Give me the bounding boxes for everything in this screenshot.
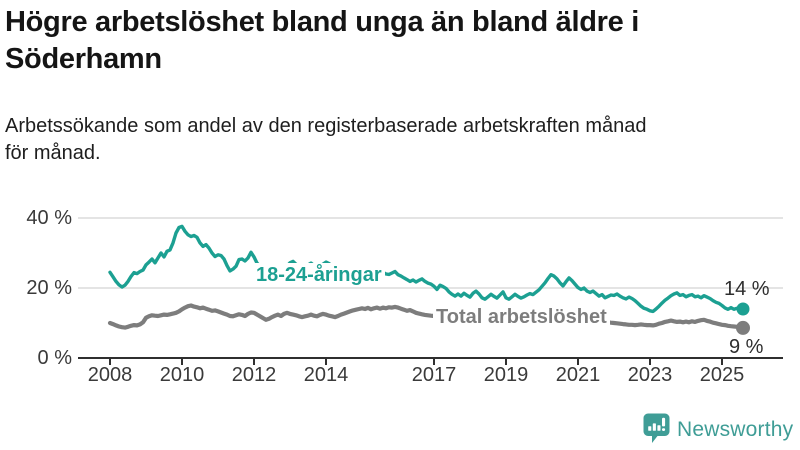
page-subtitle: Arbetssökande som andel av den registerb… [5, 115, 647, 164]
x-tick-label: 2025 [700, 364, 745, 386]
page-title: Högre arbetslöshet bland unga än bland ä… [5, 6, 639, 75]
end-value-label-youth: 14 % [724, 278, 770, 300]
newsworthy-logo: Newsworthy [643, 413, 793, 446]
x-tick-label: 2012 [232, 364, 277, 386]
series-line-1 [107, 303, 746, 330]
series-label-youth: 18-24-åringar [253, 263, 385, 287]
y-axis-label-20: 20 % [26, 277, 72, 299]
series-label-total: Total arbetslöshet [433, 305, 610, 329]
newsworthy-logo-icon [643, 413, 670, 443]
x-tick-label: 2017 [412, 364, 457, 386]
series-line-0 [108, 224, 745, 314]
x-tick-label: 2019 [484, 364, 529, 386]
end-value-label-total: 9 % [729, 336, 764, 358]
x-tick-label: 2014 [304, 364, 349, 386]
line-chart: 2008 2010 2012 2014 2017 2019 2021 2023 2025 [78, 217, 783, 386]
series-end-dot-0 [736, 302, 750, 316]
series-end-dot-1 [736, 320, 750, 335]
x-tick-label: 2021 [556, 364, 601, 386]
brand-name: Newsworthy [677, 417, 794, 441]
y-axis-label-40: 40 % [26, 207, 72, 229]
x-tick-label: 2023 [628, 364, 673, 386]
x-tick-label: 2010 [160, 364, 205, 386]
x-tick-label: 2008 [88, 364, 133, 386]
y-axis-label-0: 0 % [37, 347, 72, 369]
